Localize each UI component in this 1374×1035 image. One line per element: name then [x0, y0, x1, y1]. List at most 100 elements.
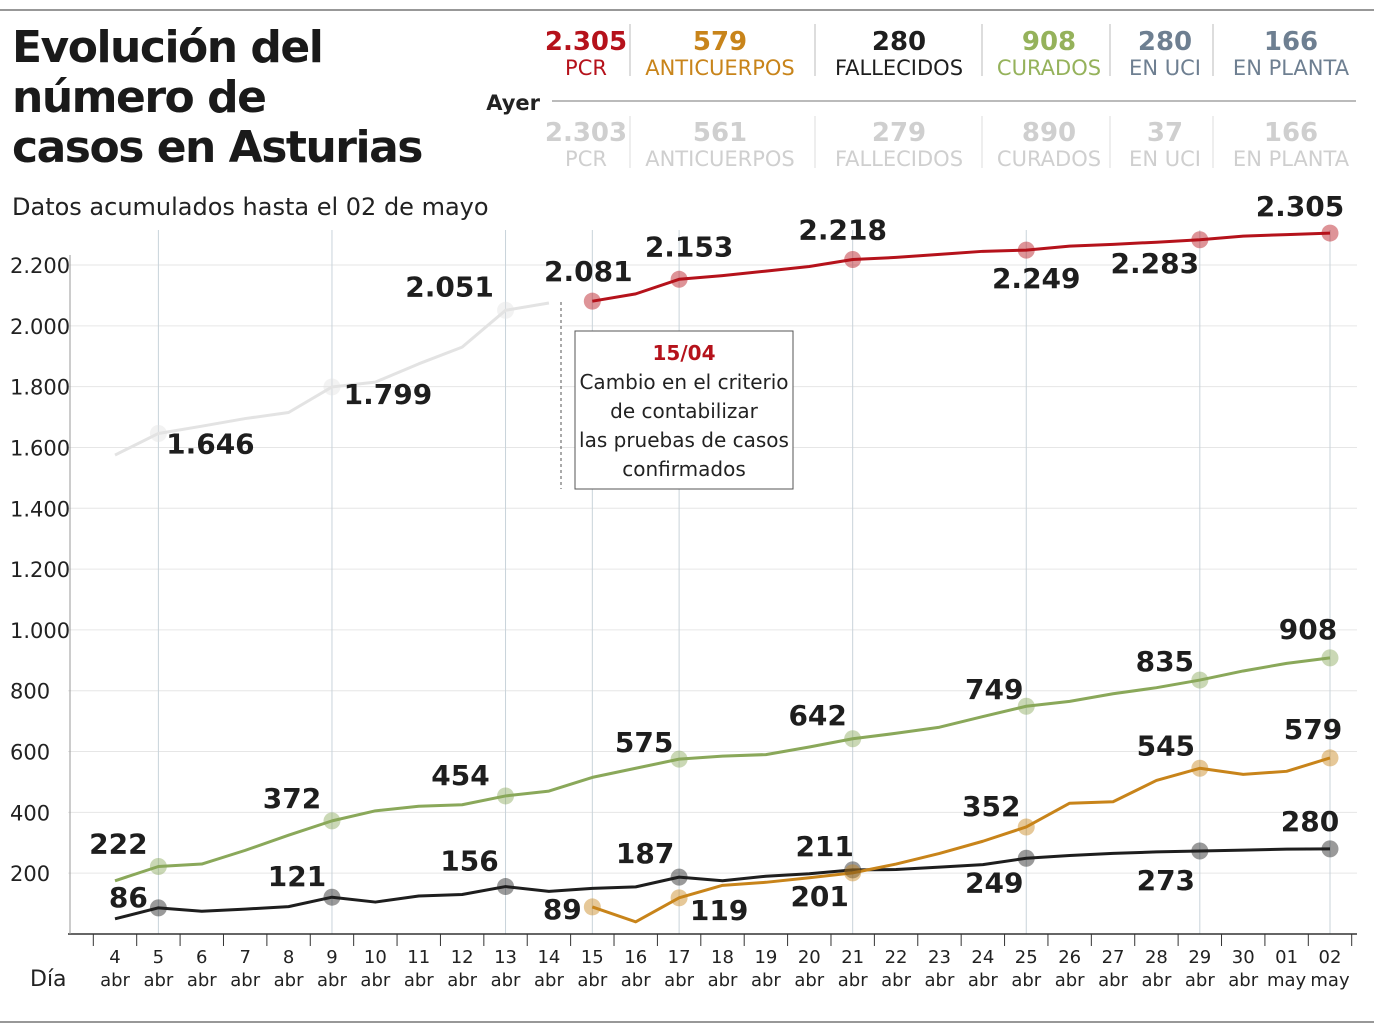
- x-tick-label: 18: [711, 947, 734, 968]
- y-tick-label: 1.000: [10, 619, 70, 643]
- summary-value: 2.305: [545, 27, 627, 57]
- summary-label: FALLECIDOS: [835, 147, 963, 171]
- point-marker: [1191, 671, 1209, 689]
- summary-label: EN UCI: [1129, 56, 1201, 80]
- x-tick-label: abr: [100, 970, 130, 991]
- summary-label: EN PLANTA: [1233, 56, 1350, 80]
- value-label: 352: [962, 790, 1020, 823]
- value-label: 642: [788, 699, 846, 732]
- summary-label: CURADOS: [997, 147, 1101, 171]
- chart-title: casos en Asturias: [12, 122, 422, 173]
- x-tick-label: abr: [317, 970, 347, 991]
- annotation-text: Cambio en el criterio: [579, 370, 788, 394]
- point-marker: [149, 424, 167, 442]
- x-tick-label: 11: [407, 947, 430, 968]
- x-tick-label: abr: [1055, 970, 1085, 991]
- summary-label: FALLECIDOS: [835, 56, 963, 80]
- value-label: 2.081: [544, 255, 633, 288]
- point-marker: [844, 861, 862, 879]
- y-tick-label: 1.200: [10, 558, 70, 582]
- summary-label: EN PLANTA: [1233, 147, 1350, 171]
- x-tick-label: abr: [404, 970, 434, 991]
- y-tick-label: 400: [10, 801, 50, 825]
- summary-value: 890: [1022, 118, 1076, 148]
- summary-label: CURADOS: [997, 56, 1101, 80]
- summary-label: ANTICUERPOS: [645, 147, 795, 171]
- value-label: 86: [109, 881, 148, 914]
- summary-value: 2.303: [545, 118, 627, 148]
- point-marker: [1321, 224, 1339, 242]
- x-tick-label: 15: [581, 947, 604, 968]
- y-tick-label: 200: [10, 862, 50, 886]
- x-tick-label: 6: [196, 947, 207, 968]
- value-label: 575: [615, 726, 673, 759]
- y-tick-label: 2.200: [10, 254, 70, 278]
- x-tick-label: abr: [187, 970, 217, 991]
- series-line: [114, 847, 1331, 921]
- point-marker: [1321, 749, 1339, 767]
- value-label: 273: [1137, 864, 1195, 897]
- x-tick-label: may: [1310, 970, 1350, 991]
- x-tick-label: 30: [1232, 947, 1255, 968]
- point-marker: [670, 868, 688, 886]
- summary-value: 166: [1264, 118, 1318, 148]
- series-line: [591, 756, 1331, 924]
- x-tick-label: 23: [928, 947, 951, 968]
- value-label: 201: [790, 880, 848, 913]
- point-marker: [844, 251, 862, 269]
- x-tick-label: abr: [360, 970, 390, 991]
- value-label: 222: [89, 827, 147, 860]
- summary-value: 279: [872, 118, 926, 148]
- summary-value: 908: [1022, 27, 1076, 57]
- summary-value: 561: [693, 118, 747, 148]
- summary-value: 579: [693, 27, 747, 57]
- point-marker: [1321, 649, 1339, 667]
- value-label: 280: [1281, 805, 1339, 838]
- summary-label: EN UCI: [1129, 147, 1201, 171]
- x-tick-label: 12: [451, 947, 474, 968]
- yesterday-label: Ayer: [486, 91, 540, 115]
- x-tick-label: abr: [143, 970, 173, 991]
- x-tick-label: may: [1267, 970, 1307, 991]
- x-tick-label: 22: [885, 947, 908, 968]
- point-marker: [670, 889, 688, 907]
- annotation-box: [574, 330, 794, 490]
- summary-value: 37: [1147, 118, 1183, 148]
- point-marker: [844, 864, 862, 882]
- x-tick-label: abr: [447, 970, 477, 991]
- x-tick-label: abr: [577, 970, 607, 991]
- x-tick-label: abr: [968, 970, 998, 991]
- value-label: 2.305: [1256, 190, 1345, 223]
- x-tick-label: abr: [881, 970, 911, 991]
- x-tick-label: 16: [624, 947, 647, 968]
- value-label: 2.051: [405, 270, 494, 303]
- value-label: 156: [440, 845, 498, 878]
- x-tick-label: 9: [326, 947, 337, 968]
- point-marker: [1191, 759, 1209, 777]
- point-marker: [323, 888, 341, 906]
- point-marker: [1017, 697, 1035, 715]
- point-marker: [1191, 842, 1209, 860]
- point-marker: [1191, 231, 1209, 249]
- point-marker: [1017, 849, 1035, 867]
- x-tick-label: 01: [1275, 947, 1298, 968]
- x-tick-label: 10: [364, 947, 387, 968]
- value-label: 835: [1136, 645, 1194, 678]
- x-tick-label: abr: [925, 970, 955, 991]
- x-tick-label: 29: [1188, 947, 1211, 968]
- value-label: 2.249: [992, 262, 1081, 295]
- x-tick-label: 4: [109, 947, 120, 968]
- series-line: [592, 231, 1331, 303]
- value-label: 908: [1279, 613, 1337, 646]
- x-tick-label: abr: [1098, 970, 1128, 991]
- value-label: 119: [690, 894, 748, 927]
- value-label: 1.646: [166, 427, 255, 460]
- point-marker: [844, 730, 862, 748]
- value-label: 579: [1284, 713, 1342, 746]
- x-tick-label: abr: [751, 970, 781, 991]
- x-tick-label: 25: [1015, 947, 1038, 968]
- x-tick-label: abr: [1141, 970, 1171, 991]
- chart-title: número de: [12, 72, 265, 123]
- point-marker: [583, 898, 601, 916]
- value-label: 1.799: [344, 378, 433, 411]
